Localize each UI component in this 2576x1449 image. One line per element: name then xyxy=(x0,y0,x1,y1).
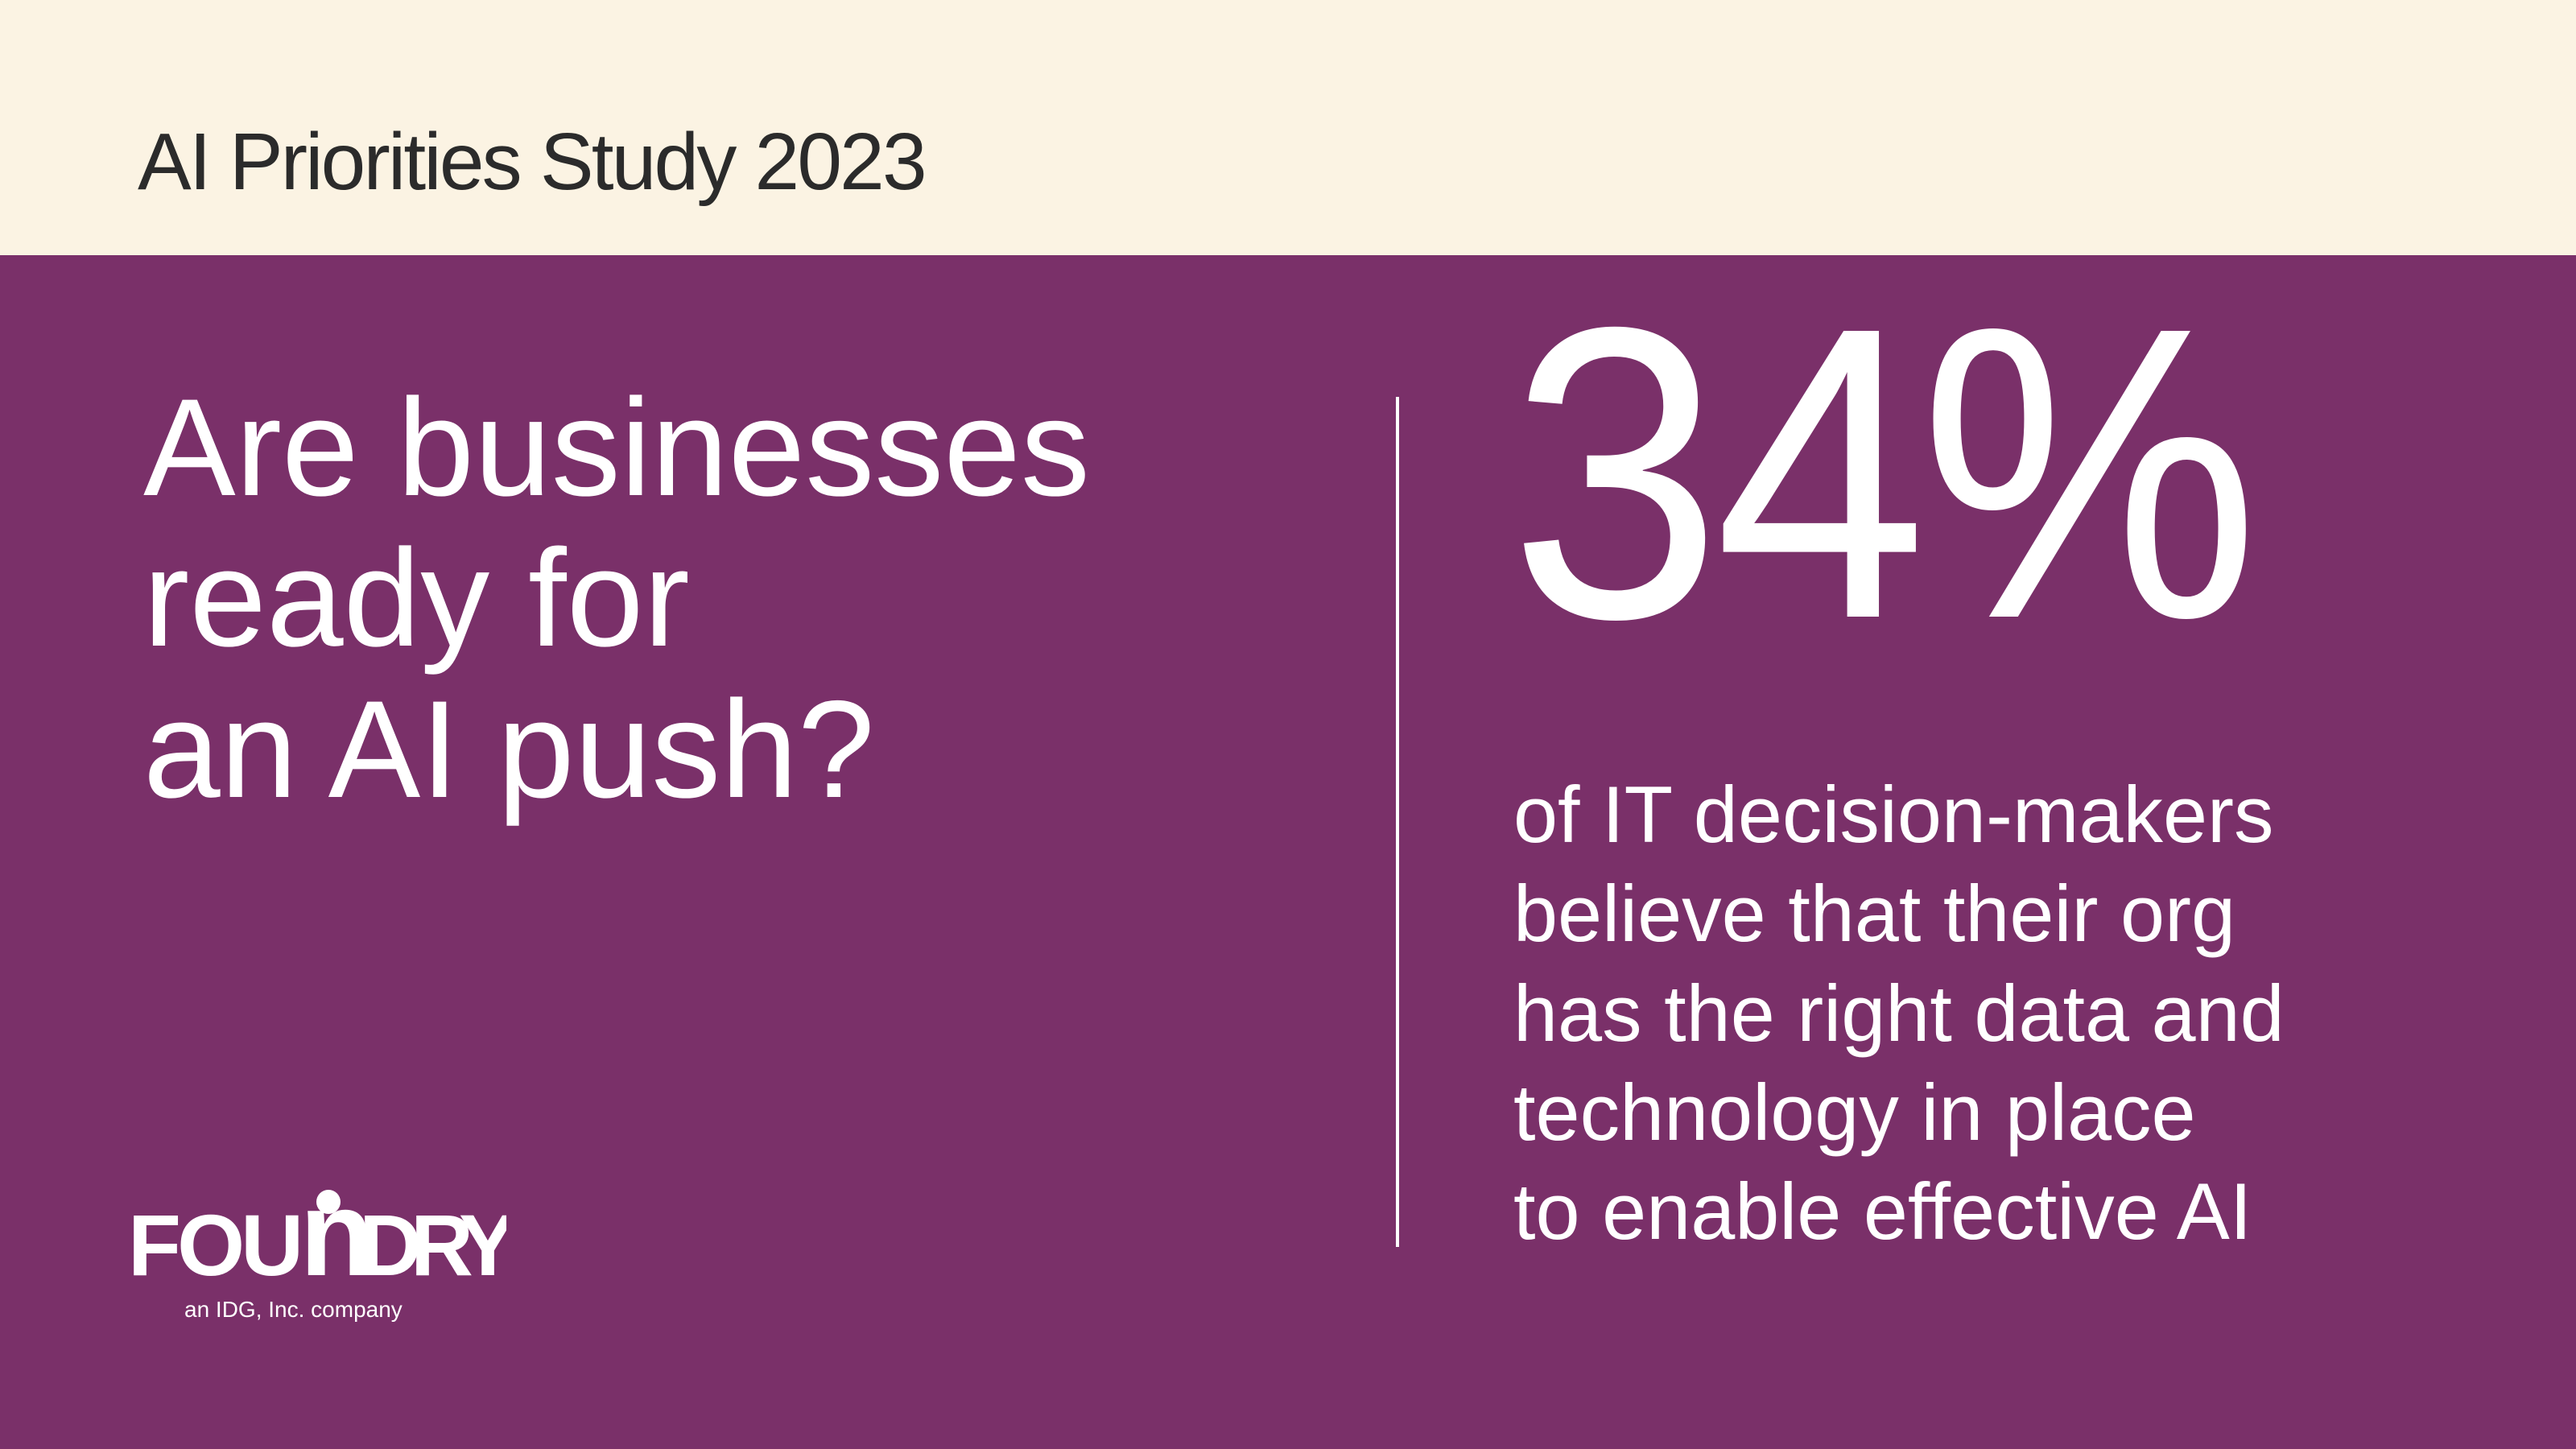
svg-text:DRY: DRY xyxy=(359,1196,506,1281)
svg-text:FOU: FOU xyxy=(128,1196,299,1281)
